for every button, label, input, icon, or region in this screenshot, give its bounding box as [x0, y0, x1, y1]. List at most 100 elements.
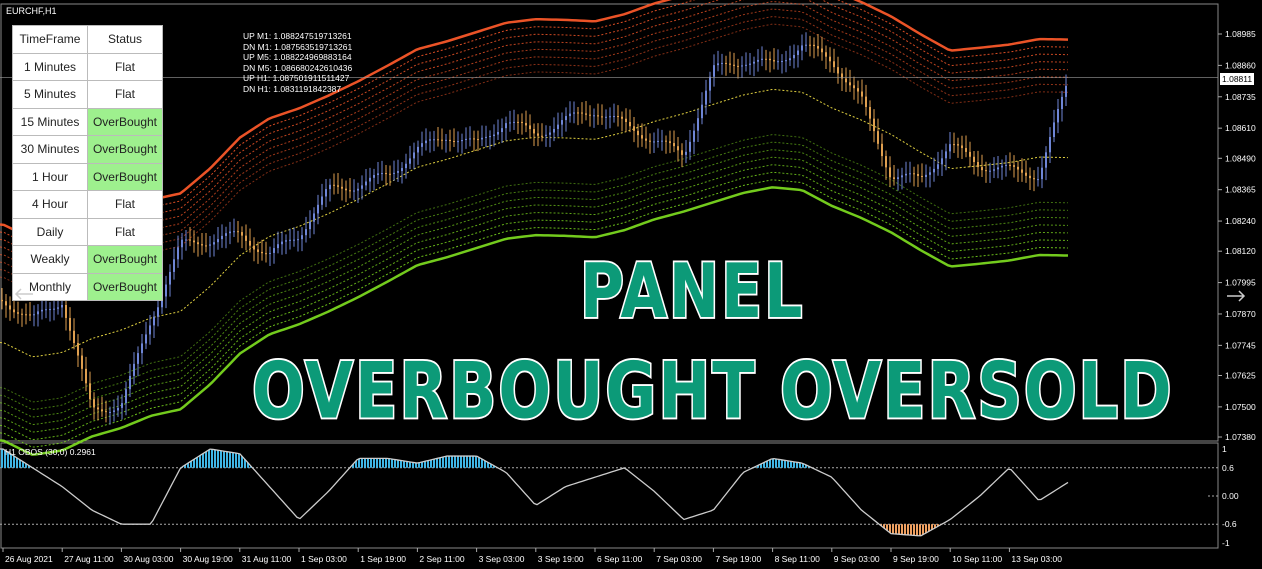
candle-body [885, 156, 887, 168]
candle-body [741, 65, 743, 67]
candle-body [1029, 175, 1031, 179]
x-tick-label: 1 Sep 03:00 [301, 554, 347, 564]
candle-body [641, 135, 643, 139]
x-tick-label: 9 Sep 03:00 [834, 554, 880, 564]
candle-body [137, 353, 139, 364]
candle-body [721, 62, 723, 64]
candle-body [593, 115, 595, 117]
candle-body [557, 124, 559, 129]
candle-body [845, 78, 847, 83]
candle-body [565, 116, 567, 121]
candle-body [357, 188, 359, 191]
candle-body [445, 139, 447, 141]
candle-body [1, 299, 3, 302]
candle-body [893, 177, 895, 179]
candle-body [209, 244, 211, 246]
candle-body [277, 244, 279, 249]
timeframe-cell: Weakly [12, 245, 88, 274]
panel-row: Daily Flat [12, 217, 163, 246]
candle-body [201, 244, 203, 246]
candle-body [1037, 179, 1039, 181]
candle-body [1033, 178, 1035, 180]
candle-body [241, 232, 243, 236]
panel-row: 1 Minutes Flat [12, 52, 163, 81]
panel-row: Weakly OverBought [12, 245, 163, 274]
panel-row: 1 Hour OverBought [12, 162, 163, 191]
osc-y-tick-label: 0.00 [1222, 491, 1239, 501]
candle-body [653, 141, 655, 143]
candle-body [333, 184, 335, 186]
candle-body [421, 143, 423, 147]
candle-body [965, 148, 967, 152]
candle-body [365, 181, 367, 186]
upper-band-line [0, 0, 1069, 247]
candle-body [857, 88, 859, 92]
candle-body [73, 330, 75, 344]
candle-body [685, 151, 687, 155]
candle-body [1001, 165, 1003, 168]
candle-body [481, 137, 483, 140]
candle-body [205, 245, 207, 247]
candle-body [469, 138, 471, 140]
osc-y-tick-label: -1 [1222, 538, 1230, 548]
candle-body [749, 63, 751, 65]
candle-body [833, 61, 835, 68]
candle-body [5, 301, 7, 306]
status-cell: OverBought [87, 162, 163, 191]
candle-body [257, 249, 259, 252]
candle-body [217, 239, 219, 243]
status-cell: OverBought [87, 107, 163, 136]
candle-body [225, 233, 227, 236]
candle-body [457, 141, 459, 143]
candle-body [229, 231, 231, 234]
candle-body [493, 134, 495, 137]
candle-body [757, 59, 759, 62]
osc-y-tick-label: 1 [1222, 444, 1227, 454]
x-tick-label: 6 Sep 11:00 [597, 554, 642, 564]
candle-body [317, 204, 319, 214]
candle-body [85, 368, 87, 384]
candle-body [941, 158, 943, 165]
candle-body [341, 186, 343, 189]
y-tick-label: 1.08610 [1225, 123, 1256, 133]
candle-body [1053, 122, 1055, 138]
candle-body [281, 241, 283, 245]
upper-band-line [0, 0, 1069, 240]
x-tick-label: 26 Aug 2021 [5, 554, 53, 564]
candle-body [629, 122, 631, 127]
candle-body [133, 363, 135, 376]
level-line: DN M5: 1.086680242610436 [243, 62, 353, 73]
candle-body [809, 44, 811, 46]
candle-body [981, 167, 983, 171]
candle-body [877, 131, 879, 144]
header-timeframe: TimeFrame [12, 25, 88, 54]
candle-body [537, 133, 539, 136]
candle-body [541, 135, 543, 137]
osc-line [0, 448, 1069, 537]
candle-body [701, 104, 703, 119]
timeframe-cell: 30 Minutes [12, 135, 88, 164]
candle-body [141, 343, 143, 354]
arrow-left-icon[interactable] [14, 288, 34, 300]
candle-body [881, 143, 883, 157]
symbol-title[interactable]: EURCHF,H1 [6, 6, 57, 16]
candle-body [765, 58, 767, 60]
candle-body [905, 173, 907, 176]
timeframe-cell: 1 Hour [12, 162, 88, 191]
x-tick-label: 10 Sep 11:00 [952, 554, 1002, 564]
lower-band-line [0, 186, 1069, 456]
candle-body [873, 118, 875, 132]
candle-body [465, 138, 467, 141]
candle-body [613, 116, 615, 118]
candle-body [1045, 152, 1047, 168]
arrow-right-icon[interactable] [1226, 290, 1246, 302]
candle-body [505, 123, 507, 129]
candle-body [945, 151, 947, 159]
candle-body [405, 163, 407, 169]
overbought-oversold-panel: TimeFrame Status 1 Minutes Flat 5 Minutes F… [12, 25, 163, 301]
candle-body [1021, 169, 1023, 173]
candle-body [77, 343, 79, 356]
candle-body [609, 116, 611, 118]
x-tick-label: 27 Aug 11:00 [64, 554, 114, 564]
candle-body [157, 307, 159, 317]
